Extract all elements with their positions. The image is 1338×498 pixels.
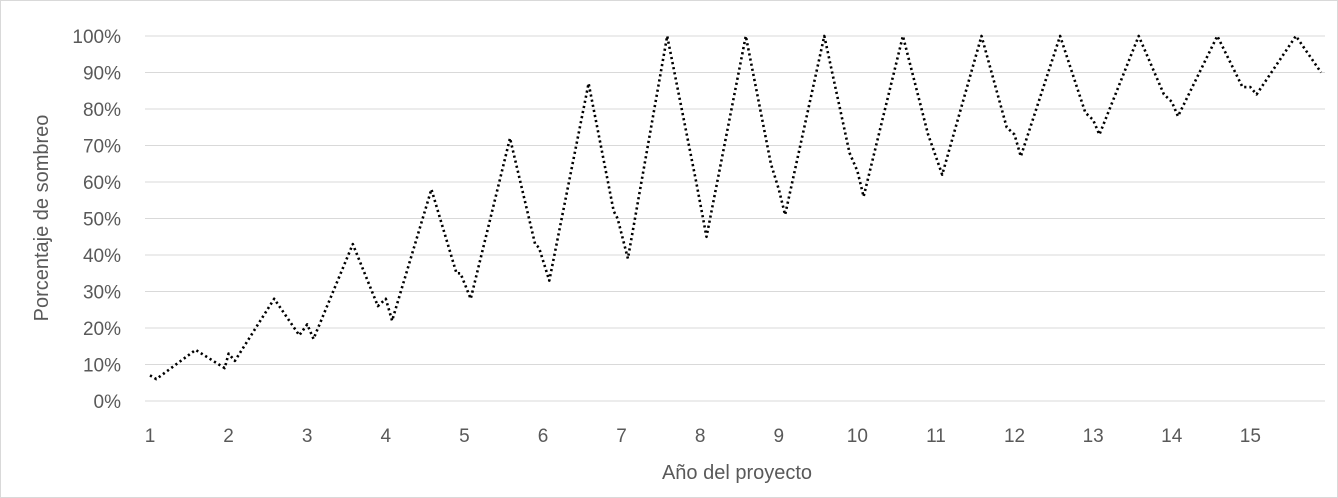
data-point: [351, 242, 355, 246]
y-tick-label: 50%: [83, 210, 121, 231]
data-point: [1241, 85, 1245, 89]
data-point: [272, 297, 276, 301]
data-point: [926, 133, 930, 137]
data-point: [233, 359, 237, 363]
data-point: [297, 333, 301, 337]
data-point: [1013, 133, 1017, 137]
data-point: [612, 209, 616, 213]
data-point: [769, 162, 773, 166]
data-point: [429, 187, 433, 191]
data-point: [822, 34, 826, 38]
data-point: [547, 279, 551, 283]
y-tick-label: 90%: [83, 64, 121, 85]
data-point: [384, 297, 388, 301]
y-tick-label: 10%: [83, 356, 121, 377]
x-tick-label: 2: [223, 426, 234, 447]
x-tick-label: 6: [538, 426, 549, 447]
data-point: [1162, 92, 1166, 96]
data-point: [533, 242, 537, 246]
data-point: [855, 169, 859, 173]
data-point: [223, 366, 227, 370]
x-tick-label: 13: [1083, 426, 1104, 447]
data-point: [1294, 34, 1298, 38]
y-axis-title: Porcentaje de sombreo: [31, 115, 53, 322]
data-points: [148, 34, 1323, 381]
data-point: [1019, 154, 1023, 158]
y-tick-label: 70%: [83, 137, 121, 158]
data-point: [459, 271, 463, 275]
data-point: [940, 173, 944, 177]
x-tick-label: 12: [1004, 426, 1025, 447]
x-tick-label: 9: [773, 426, 784, 447]
data-point: [980, 34, 984, 38]
x-tick-label: 7: [616, 426, 627, 447]
data-point: [783, 213, 787, 217]
data-point: [616, 217, 620, 221]
y-tick-label: 40%: [83, 246, 121, 267]
data-point: [1091, 118, 1095, 122]
data-point: [154, 377, 158, 381]
data-point: [390, 319, 394, 323]
data-point: [665, 34, 669, 38]
data-point: [848, 151, 852, 155]
data-point: [1170, 100, 1174, 104]
data-point: [744, 34, 748, 38]
data-point: [1097, 133, 1101, 137]
x-tick-label: 14: [1161, 426, 1183, 447]
x-tick-label: 10: [847, 426, 868, 447]
x-tick-label: 15: [1240, 426, 1261, 447]
x-axis-title: Año del proyecto: [662, 462, 812, 484]
x-tick-label: 8: [695, 426, 706, 447]
data-point: [901, 34, 905, 38]
data-point: [376, 304, 380, 308]
data-point: [194, 348, 198, 352]
data-point: [930, 144, 934, 148]
data-point: [1215, 34, 1219, 38]
data-point: [1319, 71, 1323, 75]
data-point: [862, 195, 866, 199]
y-tick-label: 20%: [83, 319, 121, 340]
data-point: [227, 352, 231, 356]
y-tick-label: 0%: [94, 392, 122, 413]
x-tick-label: 11: [926, 426, 946, 447]
data-point: [312, 337, 316, 341]
data-point: [705, 235, 709, 239]
y-tick-label: 100%: [72, 27, 121, 48]
x-tick-label: 1: [145, 426, 156, 447]
x-tick-label: 3: [302, 426, 313, 447]
data-point: [694, 180, 698, 184]
x-tick-label: 5: [459, 426, 470, 447]
data-point: [1083, 111, 1087, 115]
data-point: [537, 246, 541, 250]
data-point: [1058, 34, 1062, 38]
x-axis-ticks: 1 2 3 4 5 6 7 8 9 10 11 12 13 14 15: [145, 426, 1261, 447]
data-point: [455, 271, 459, 275]
data-point: [1248, 85, 1252, 89]
data-point: [587, 81, 591, 85]
data-point: [626, 257, 630, 261]
data-point: [508, 136, 512, 140]
y-tick-label: 80%: [83, 100, 121, 121]
data-point: [469, 297, 473, 301]
data-point: [1255, 92, 1259, 96]
gridlines: [145, 35, 1325, 365]
data-point: [1137, 34, 1141, 38]
data-point: [1005, 125, 1009, 129]
y-tick-label: 30%: [83, 283, 121, 304]
data-point: [305, 322, 309, 326]
y-tick-label: 60%: [83, 173, 121, 194]
y-axis-ticks: 0% 10% 20% 30% 40% 50% 60% 70% 80% 90% 100%: [72, 27, 121, 413]
data-point: [1176, 114, 1180, 118]
data-point: [777, 187, 781, 191]
data-point: [148, 373, 152, 377]
x-tick-label: 4: [380, 426, 391, 447]
